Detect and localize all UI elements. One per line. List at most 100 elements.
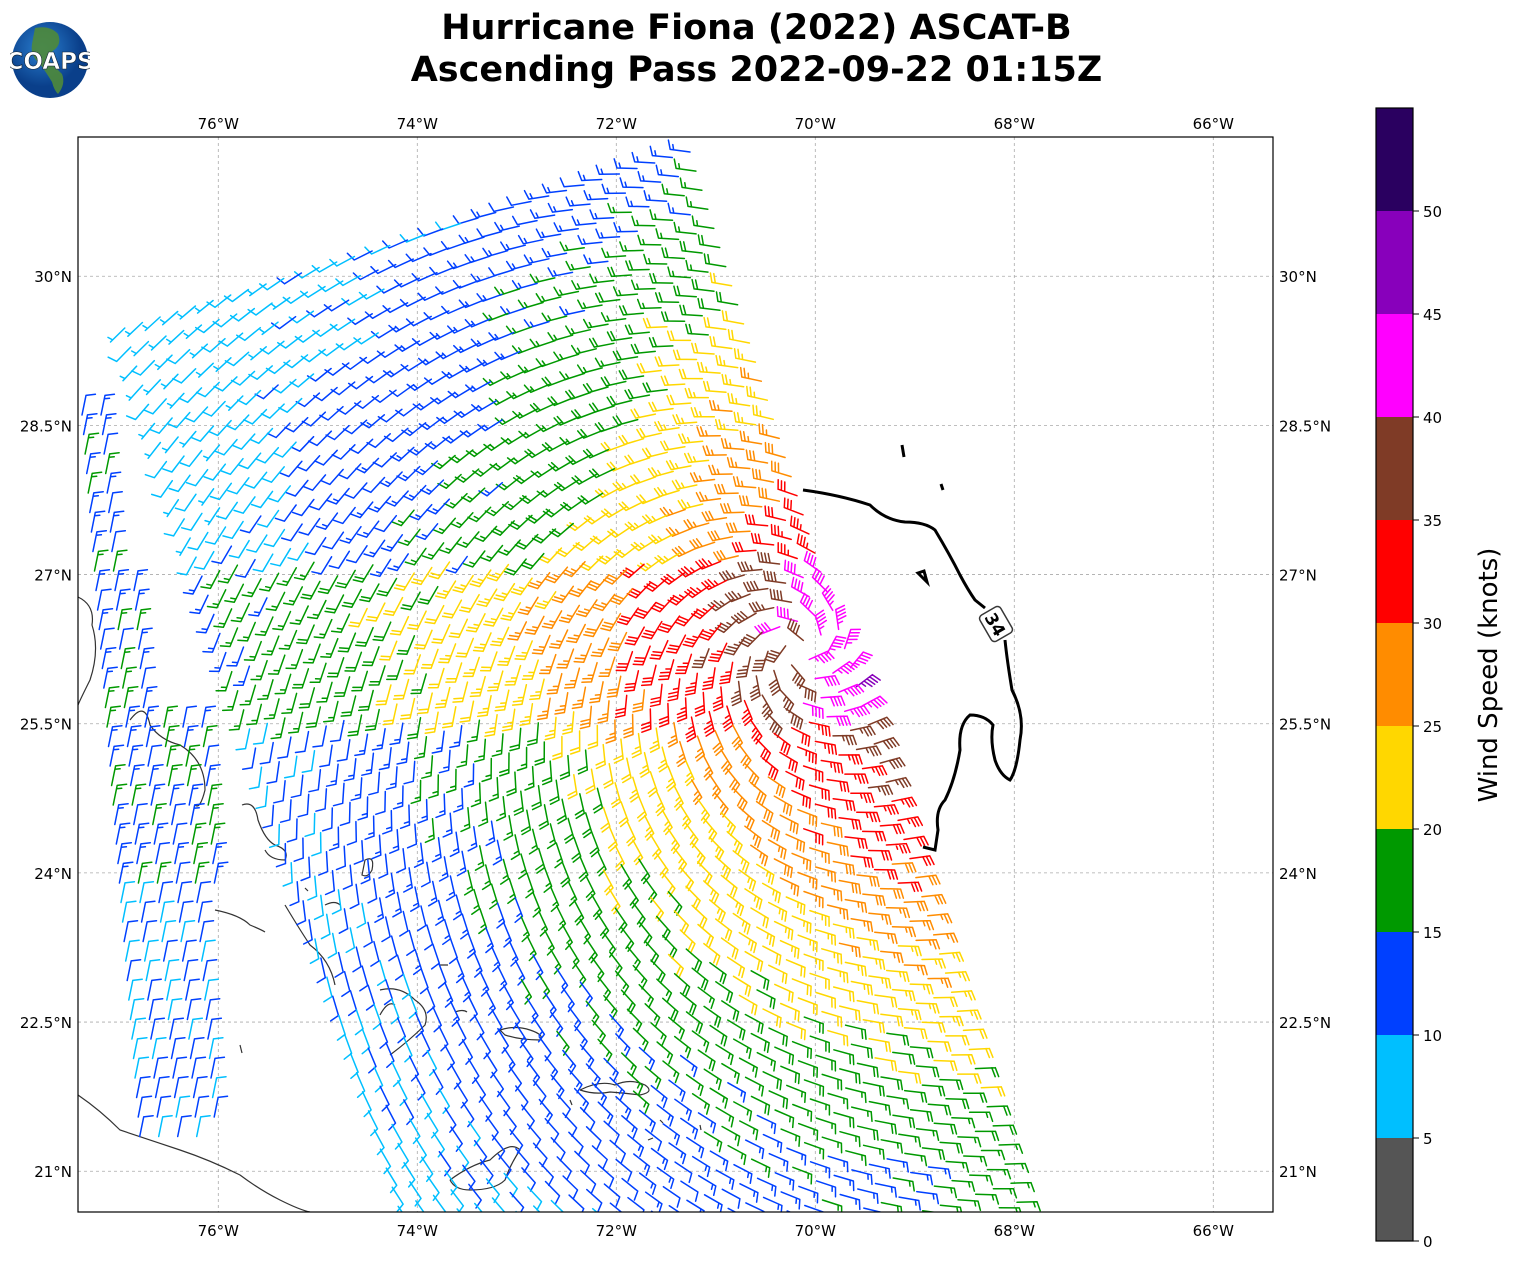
wind-barb xyxy=(506,771,517,797)
wind-barb xyxy=(347,990,358,1017)
wind-barb xyxy=(702,380,727,393)
wind-barb xyxy=(697,1112,717,1134)
wind-barb xyxy=(397,1142,410,1169)
wind-barb xyxy=(459,424,486,438)
wind-barb xyxy=(915,1128,940,1142)
wind-barb xyxy=(814,866,837,883)
wind-barb xyxy=(556,1156,572,1181)
wind-barb xyxy=(432,1131,445,1158)
wind-barb xyxy=(689,538,716,550)
wind-barb xyxy=(715,981,734,1003)
wind-barb xyxy=(939,1015,964,1027)
wind-barb xyxy=(535,421,562,433)
wind-barb xyxy=(779,688,795,714)
wind-barb xyxy=(126,958,142,982)
wind-barb xyxy=(708,399,733,412)
wind-barb xyxy=(845,1150,867,1167)
wind-barb xyxy=(678,368,704,380)
wind-barb xyxy=(488,202,515,213)
wind-barb xyxy=(410,886,420,912)
wind-barb xyxy=(246,703,263,726)
wind-barb xyxy=(459,700,475,723)
wind-barb xyxy=(469,569,492,588)
wind-barb xyxy=(750,1032,770,1053)
wind-barb xyxy=(515,1210,518,1212)
wind-barb xyxy=(138,422,156,440)
wind-barb xyxy=(685,822,699,849)
wind-barb xyxy=(403,760,416,785)
wind-barb xyxy=(583,190,609,201)
wind-barb xyxy=(485,1115,499,1141)
wind-barb xyxy=(506,389,533,400)
wind-barb xyxy=(588,337,615,348)
wind-barb xyxy=(179,449,203,468)
wind-barb xyxy=(541,247,568,258)
lon-tick-label: 74°W xyxy=(397,115,439,133)
wind-barb xyxy=(486,563,510,582)
wind-barb xyxy=(473,1014,485,1041)
wind-barb xyxy=(424,711,439,734)
wind-barb xyxy=(649,209,674,222)
wind-barb xyxy=(559,435,586,446)
wind-barb xyxy=(673,285,698,298)
wind-barb xyxy=(607,266,633,278)
lon-tick-label: 66°W xyxy=(1193,115,1235,133)
wind-barb xyxy=(673,847,688,873)
wind-barb xyxy=(826,904,849,921)
wind-barb xyxy=(396,635,416,656)
wind-barb xyxy=(903,900,929,912)
wind-barb xyxy=(666,394,692,406)
wind-barb xyxy=(703,1005,722,1028)
wind-barb xyxy=(744,888,763,910)
wind-barb xyxy=(167,411,191,429)
wind-barb xyxy=(809,1035,830,1053)
wind-barb xyxy=(150,479,174,498)
wind-barb xyxy=(799,592,816,617)
wind-barb xyxy=(431,837,442,863)
wind-barb xyxy=(606,395,633,407)
wind-barb xyxy=(951,1054,976,1065)
wind-barb xyxy=(311,261,338,273)
wind-barb xyxy=(703,1131,723,1153)
wind-barb xyxy=(726,956,746,979)
wind-barb xyxy=(194,299,214,314)
wind-barb xyxy=(815,991,837,1009)
wind-barb xyxy=(874,1119,897,1135)
wind-barb xyxy=(845,1087,867,1104)
wind-barb xyxy=(731,541,757,553)
wind-barb xyxy=(500,432,527,445)
wind-barb xyxy=(191,1056,207,1079)
wind-barb xyxy=(136,607,152,631)
wind-barb xyxy=(780,1065,801,1085)
wind-barb xyxy=(600,506,627,518)
wind-barb xyxy=(274,673,292,695)
wind-barb xyxy=(770,1217,788,1234)
wind-barb xyxy=(667,139,691,153)
wind-barb xyxy=(239,515,262,534)
wind-barb xyxy=(473,525,498,542)
wind-barb xyxy=(756,926,776,947)
wind-barb xyxy=(504,664,522,686)
wind-barb xyxy=(549,779,560,805)
wind-barb xyxy=(125,705,141,728)
wind-barb xyxy=(832,734,857,746)
wind-barb xyxy=(668,1016,685,1040)
wind-barb xyxy=(790,576,810,598)
wind-barb xyxy=(324,362,350,376)
wind-barb xyxy=(732,912,751,935)
wind-barb xyxy=(497,539,521,556)
wind-barb xyxy=(279,460,303,478)
wind-barb xyxy=(891,796,918,808)
coastline-exuma xyxy=(214,909,266,933)
wind-barb xyxy=(796,683,817,703)
wind-barb xyxy=(618,369,645,381)
wind-barb xyxy=(565,454,592,466)
wind-barb xyxy=(826,715,852,727)
wind-barb xyxy=(655,228,680,241)
wind-contour-34kt: 34 xyxy=(802,444,1023,852)
wind-barb xyxy=(690,407,716,418)
wind-barb xyxy=(844,773,869,784)
wind-barb xyxy=(412,397,439,411)
wind-barb xyxy=(762,1133,783,1154)
